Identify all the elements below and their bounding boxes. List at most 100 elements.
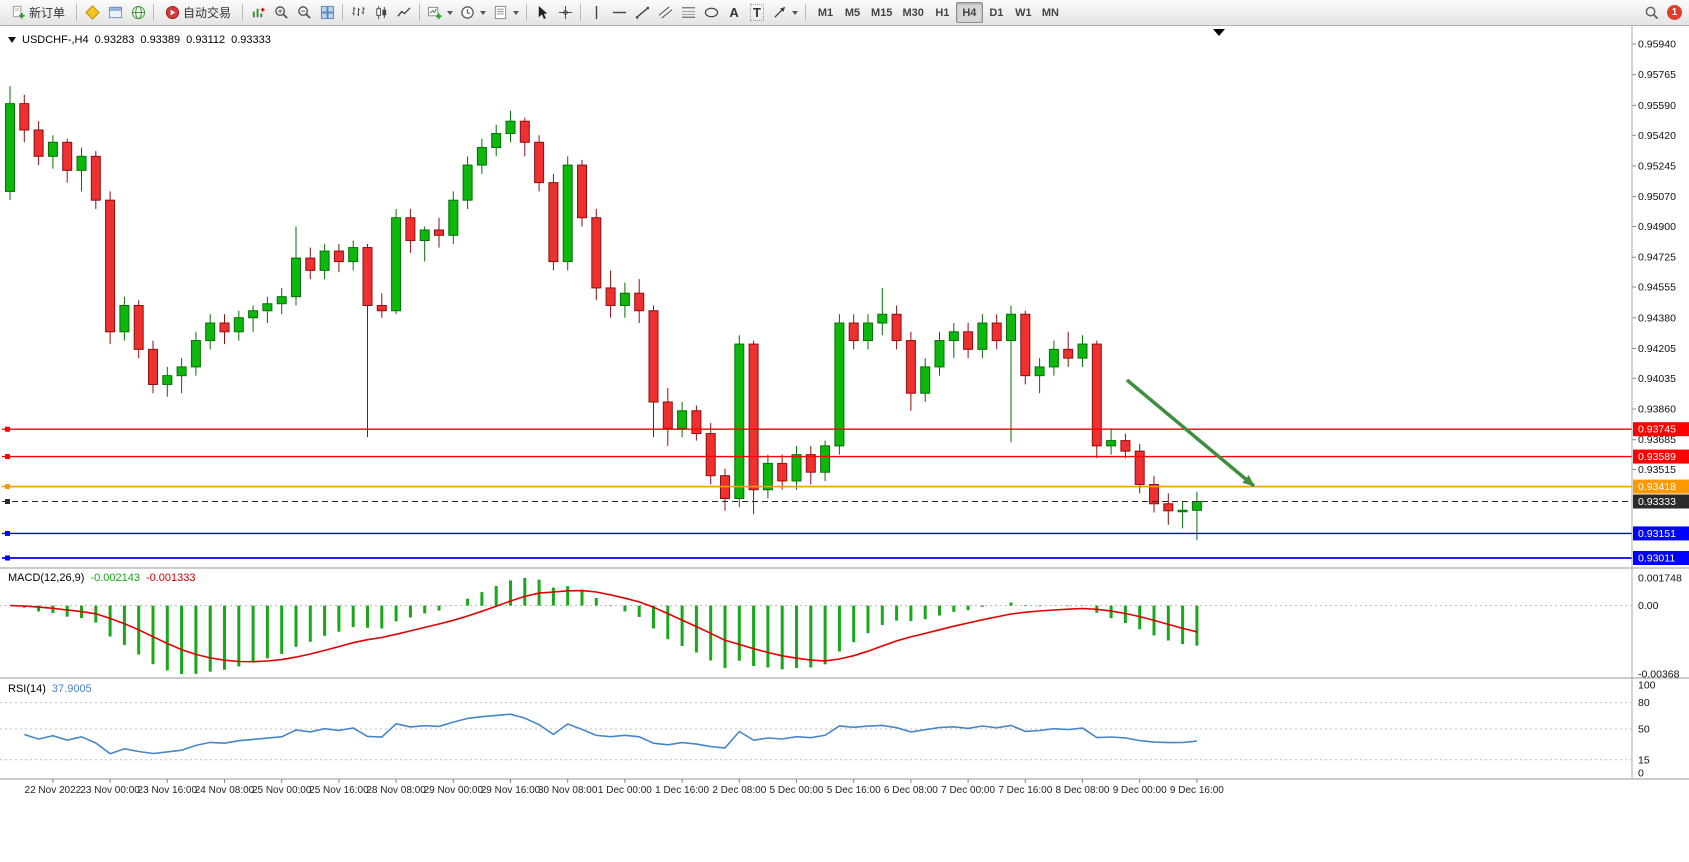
svg-text:80: 80	[1638, 697, 1650, 709]
toolbar-right: 1	[1640, 2, 1685, 24]
data-window-button[interactable]	[104, 2, 126, 24]
indicators-button[interactable]	[247, 2, 269, 24]
svg-text:0.93151: 0.93151	[1638, 528, 1676, 540]
channel-button[interactable]	[654, 2, 676, 24]
price-levels[interactable]: 0.93745 0.93589 0.93418 0.93333 0.93151 0.930…	[2, 422, 1689, 566]
line-chart-type-button[interactable]	[393, 2, 415, 24]
bar-chart-type-button[interactable]	[347, 2, 369, 24]
svg-text:0.94380: 0.94380	[1638, 312, 1676, 324]
svg-text:7 Dec 00:00: 7 Dec 00:00	[941, 785, 995, 796]
chevron-down-icon	[447, 10, 454, 15]
template-button[interactable]	[490, 2, 522, 24]
tile-windows-button[interactable]	[316, 2, 338, 24]
arrow-tool-icon	[772, 5, 787, 20]
price-axis[interactable]: 0.95940 0.95765 0.95590 0.95420 0.95245 0.950…	[1632, 39, 1676, 477]
timeframe-m30[interactable]: M30	[897, 2, 928, 23]
svg-text:8 Dec 08:00: 8 Dec 08:00	[1056, 785, 1110, 796]
toolbar: 新订单 自动交易	[0, 0, 1689, 26]
timeframe-m5[interactable]: M5	[839, 2, 866, 23]
tile-windows-icon	[320, 5, 335, 20]
shapes-button[interactable]	[700, 2, 722, 24]
text-button[interactable]: A	[723, 2, 745, 24]
macd-value: -0.002143	[90, 572, 140, 584]
svg-text:0.00: 0.00	[1638, 600, 1659, 612]
chart-shift-marker[interactable]	[1213, 29, 1225, 36]
rsi-label: RSI(14)	[8, 683, 46, 695]
chart-canvas[interactable]: 0.95940 0.95765 0.95590 0.95420 0.95245 0.950…	[0, 26, 1689, 862]
autotrading-button[interactable]: 自动交易	[158, 2, 238, 24]
svg-text:0.93745: 0.93745	[1638, 424, 1676, 436]
ellipse-shape-icon	[704, 5, 719, 20]
navigator-button[interactable]	[127, 2, 149, 24]
search-button[interactable]	[1640, 2, 1662, 24]
macd-label: MACD(12,26,9)	[8, 572, 85, 584]
svg-text:29 Nov 00:00: 29 Nov 00:00	[424, 785, 484, 796]
macd-signal-value: -0.001333	[145, 572, 196, 584]
timeframe-m1[interactable]: M1	[812, 2, 839, 23]
period-button[interactable]	[457, 2, 489, 24]
timeframe-w1[interactable]: W1	[1010, 2, 1037, 23]
chart-legend: USDCHF-,H4 0.93283 0.93389 0.93112 0.933…	[8, 34, 271, 46]
trend-arrow-annotation[interactable]	[1125, 378, 1256, 488]
new-order-label: 新订单	[29, 6, 66, 20]
horizontal-line-icon	[612, 5, 627, 20]
label-button[interactable]: T	[746, 2, 768, 24]
svg-text:0: 0	[1638, 768, 1644, 780]
timeframe-mn[interactable]: MN	[1037, 2, 1064, 23]
candlestick-chart-type-button[interactable]	[370, 2, 392, 24]
chevron-down-icon	[792, 10, 799, 15]
svg-text:23 Nov 00:00: 23 Nov 00:00	[80, 785, 140, 796]
svg-text:1 Dec 00:00: 1 Dec 00:00	[598, 785, 652, 796]
new-chart-button[interactable]	[424, 2, 456, 24]
trendline-icon	[635, 5, 650, 20]
cursor-button[interactable]	[531, 2, 553, 24]
timeframe-m15[interactable]: M15	[866, 2, 897, 23]
notification-badge[interactable]: 1	[1667, 5, 1682, 20]
timeframe-d1[interactable]: D1	[983, 2, 1010, 23]
cursor-icon	[535, 5, 550, 20]
svg-text:0.95420: 0.95420	[1638, 130, 1676, 142]
arrows-button[interactable]	[769, 2, 801, 24]
chart-area: USDCHF-,H4 0.93283 0.93389 0.93112 0.933…	[0, 26, 1689, 862]
svg-text:0.94205: 0.94205	[1638, 343, 1676, 355]
svg-text:0.93589: 0.93589	[1638, 451, 1676, 463]
toolbar-separator	[242, 4, 244, 21]
symbol-period-label: USDCHF-,H4	[22, 34, 89, 46]
horizontal-line-button[interactable]	[608, 2, 630, 24]
svg-text:23 Nov 16:00: 23 Nov 16:00	[138, 785, 198, 796]
svg-text:100: 100	[1638, 680, 1656, 692]
zoom-out-button[interactable]	[293, 2, 315, 24]
rsi-legend: RSI(14) 37.9005	[8, 683, 92, 695]
vertical-line-button[interactable]	[585, 2, 607, 24]
one-click-trading-arrow-icon[interactable]	[8, 37, 16, 43]
rsi-value: 37.9005	[51, 683, 92, 695]
svg-text:29 Nov 16:00: 29 Nov 16:00	[481, 785, 541, 796]
svg-text:0.93011: 0.93011	[1638, 553, 1675, 565]
svg-text:22 Nov 2022: 22 Nov 2022	[25, 785, 82, 796]
svg-text:24 Nov 08:00: 24 Nov 08:00	[195, 785, 255, 796]
ohlc-bars-icon	[351, 5, 366, 20]
market-watch-button[interactable]	[81, 2, 103, 24]
timeframe-h1[interactable]: H1	[929, 2, 956, 23]
zoom-in-button[interactable]	[270, 2, 292, 24]
toolbar-separator	[526, 4, 528, 21]
trendline-button[interactable]	[631, 2, 653, 24]
template-icon	[493, 5, 508, 20]
crosshair-button[interactable]	[554, 2, 576, 24]
fibonacci-button[interactable]	[677, 2, 699, 24]
macd-axis[interactable]: 0.001748 0.00 -0.00368	[1638, 573, 1682, 681]
timeframe-h4[interactable]: H4	[955, 2, 983, 23]
autotrading-label: 自动交易	[183, 6, 232, 20]
ohlc-high-value: 0.93389	[140, 34, 181, 46]
new-order-button[interactable]: 新订单	[4, 2, 72, 24]
svg-text:0.95765: 0.95765	[1638, 69, 1676, 81]
line-chart-icon	[396, 5, 412, 20]
crosshair-icon	[558, 5, 573, 20]
svg-text:0.93515: 0.93515	[1638, 464, 1676, 476]
svg-text:0.93333: 0.93333	[1638, 496, 1676, 508]
svg-text:0.93685: 0.93685	[1638, 434, 1676, 446]
zoom-out-icon	[297, 5, 312, 20]
rsi-axis[interactable]: 100 80 50 15 0	[1638, 680, 1656, 780]
new-chart-icon	[427, 5, 442, 20]
